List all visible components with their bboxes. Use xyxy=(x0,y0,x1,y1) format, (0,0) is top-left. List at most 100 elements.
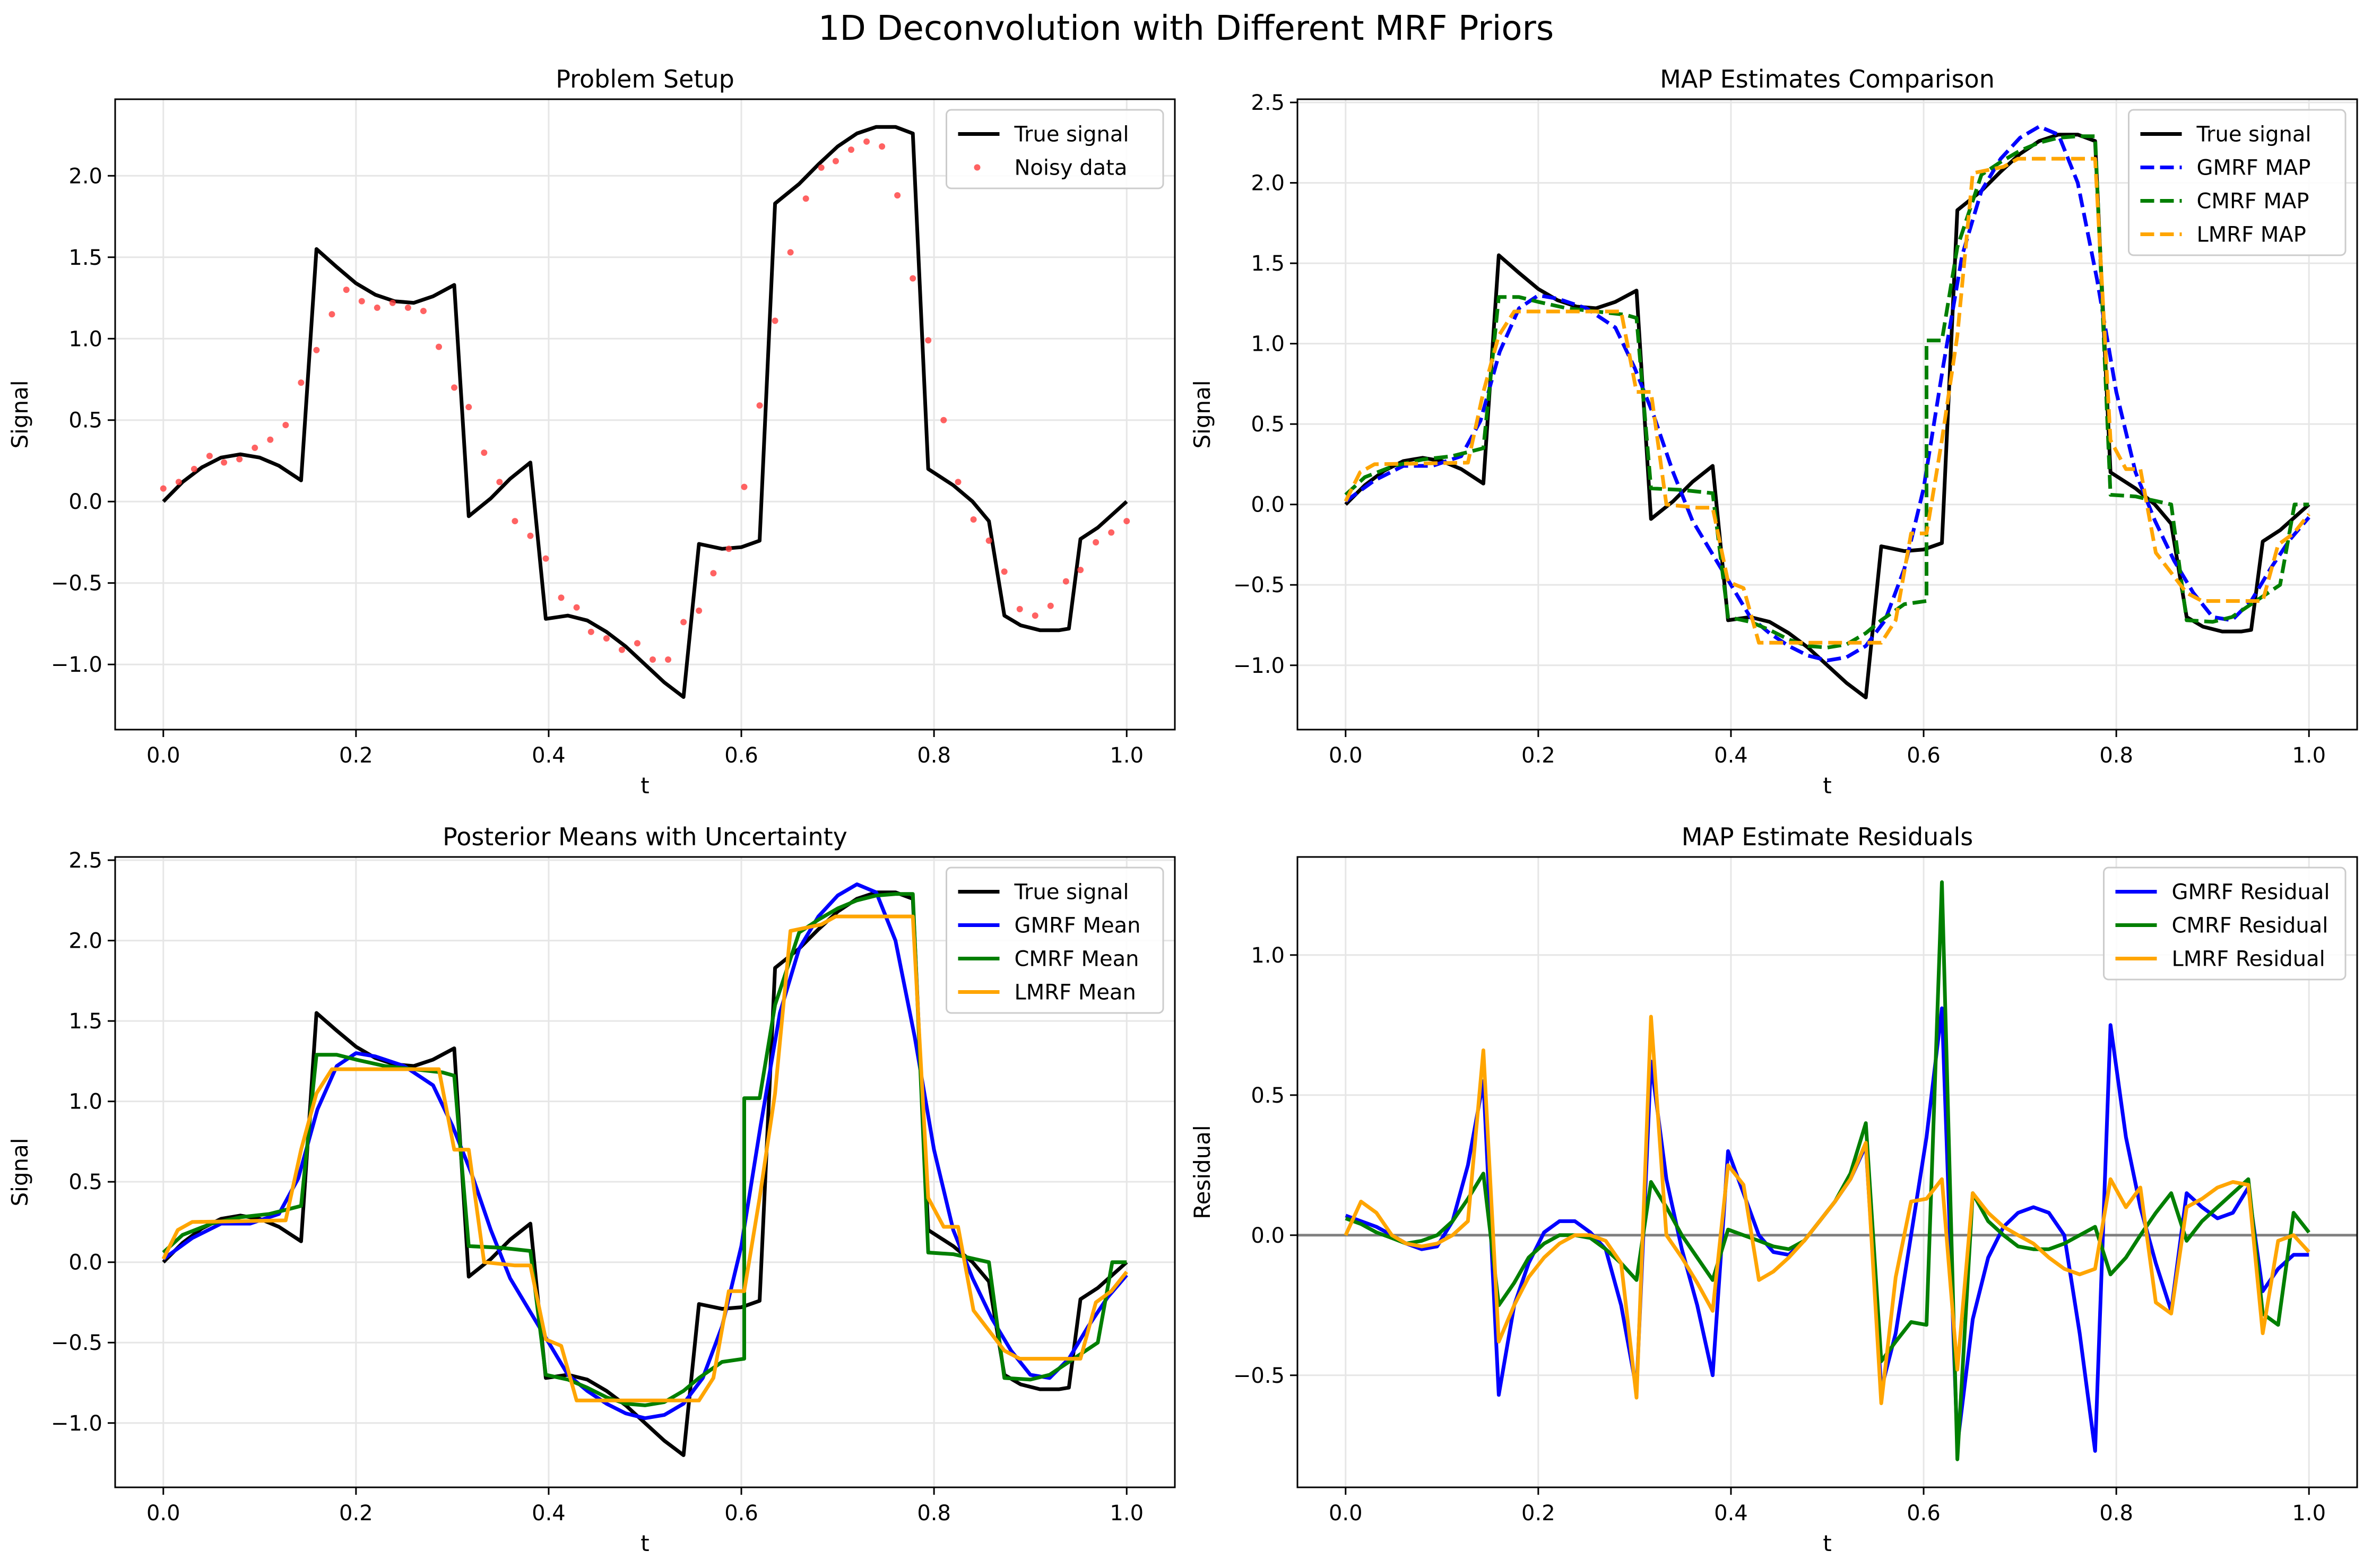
y-axis-label: Signal xyxy=(1189,380,1215,448)
data-point-noisy-data xyxy=(680,619,687,626)
x-tick-label: 0.4 xyxy=(1714,1501,1748,1526)
y-tick-label: −1.0 xyxy=(51,653,102,677)
series-line-true-signal xyxy=(1344,133,2310,699)
data-point-noisy-data xyxy=(481,449,488,456)
x-tick-label: 0.4 xyxy=(1714,743,1748,768)
series-group xyxy=(1344,880,2310,1461)
data-point-noisy-data xyxy=(832,158,839,164)
legend: True signal GMRF Mean CMRF Mean LMRF Mean xyxy=(946,867,1164,1014)
x-tick-label: 0.2 xyxy=(1521,743,1555,768)
data-point-noisy-data xyxy=(160,485,167,492)
data-point-noisy-data xyxy=(696,607,703,614)
y-tick-label: 0.0 xyxy=(1251,493,1285,517)
x-axis-label: t xyxy=(1823,773,1831,799)
data-point-noisy-data xyxy=(1062,578,1069,585)
data-point-noisy-data xyxy=(343,287,350,293)
legend-label: CMRF MAP xyxy=(2197,189,2309,214)
x-tick-label: 0.8 xyxy=(917,1501,951,1526)
x-tick-label: 1.0 xyxy=(2292,1501,2326,1526)
data-point-noisy-data xyxy=(634,640,640,647)
data-point-noisy-data xyxy=(374,304,380,311)
series-line-gmrf-mean xyxy=(162,882,1128,1420)
data-point-noisy-data xyxy=(955,479,962,486)
series-line-lmrf-residual xyxy=(1344,1015,2310,1406)
y-tick-label: −1.0 xyxy=(1233,654,1285,678)
x-axis-label: t xyxy=(640,1530,649,1556)
x-tick-label: 0.6 xyxy=(724,743,758,768)
x-tick-label: 0.6 xyxy=(1907,743,1941,768)
series-group xyxy=(1344,125,2310,699)
x-tick-label: 0.2 xyxy=(1521,1501,1555,1526)
y-tick-label: −0.5 xyxy=(1233,573,1285,597)
data-point-noisy-data xyxy=(420,308,427,315)
y-tick-label: 2.0 xyxy=(68,929,102,954)
legend-box xyxy=(946,109,1164,189)
x-tick-label: 0.2 xyxy=(339,1501,373,1526)
figure-title: 1D Deconvolution with Different MRF Prio… xyxy=(818,9,1554,48)
data-point-noisy-data xyxy=(1032,612,1038,619)
data-point-noisy-data xyxy=(787,249,794,256)
legend: True signal Noisy data xyxy=(946,109,1164,189)
data-point-noisy-data xyxy=(863,138,870,145)
y-axis-label: Signal xyxy=(7,380,33,448)
legend-label: True signal xyxy=(2196,123,2312,147)
x-tick-label: 1.0 xyxy=(2292,743,2326,768)
x-tick-label: 0.2 xyxy=(339,743,373,768)
legend-box xyxy=(946,867,1164,1014)
x-tick-label: 0.6 xyxy=(1907,1501,1941,1526)
y-tick-label: 2.5 xyxy=(68,848,102,873)
data-point-noisy-data xyxy=(1123,518,1130,525)
data-point-noisy-data xyxy=(451,384,458,391)
plots-group: Problem Setup 0.0 0.2 0.4 0.6 0.8 1.0 −1.0 −0.5 0… xyxy=(7,65,2358,1556)
x-axis-label: t xyxy=(1823,1530,1831,1556)
data-point-noisy-data xyxy=(496,479,503,486)
data-point-noisy-data xyxy=(879,143,886,150)
y-tick-label: 1.5 xyxy=(1251,252,1285,276)
x-tick-label: 0.8 xyxy=(2099,1501,2133,1526)
data-point-noisy-data xyxy=(772,317,778,324)
data-point-noisy-data xyxy=(389,299,396,306)
data-point-noisy-data xyxy=(925,337,932,344)
y-tick-label: 0.5 xyxy=(68,409,102,433)
data-point-noisy-data xyxy=(741,483,748,490)
legend-label: GMRF Residual xyxy=(2172,880,2330,905)
data-point-noisy-data xyxy=(435,343,442,350)
subplot-title: Problem Setup xyxy=(556,65,734,93)
x-tick-label: 1.0 xyxy=(1110,743,1144,768)
data-point-noisy-data xyxy=(665,656,672,663)
y-tick-label: 0.5 xyxy=(1251,412,1285,437)
legend: GMRF Residual CMRF Residual LMRF Residual xyxy=(2103,867,2347,981)
series-line-true-signal xyxy=(162,125,1128,699)
series-group xyxy=(160,125,1130,699)
data-point-noisy-data xyxy=(313,346,320,353)
x-tick-label: 0.4 xyxy=(532,743,566,768)
data-point-noisy-data xyxy=(1108,529,1115,536)
data-point-noisy-data xyxy=(802,195,809,202)
x-tick-label: 0.6 xyxy=(724,1501,758,1526)
series-line-lmrf-mean xyxy=(161,914,1128,1402)
series-line-cmrf-mean xyxy=(162,892,1127,1407)
y-axis-label: Residual xyxy=(1189,1125,1215,1219)
y-tick-label: 0.5 xyxy=(1251,1084,1285,1108)
legend-label: LMRF Residual xyxy=(2172,947,2325,972)
series-line-cmrf-map xyxy=(1344,134,2309,649)
data-point-noisy-data xyxy=(910,275,916,282)
subplot-4: MAP Estimate Residuals 0.0 0.2 0.4 0.6 0.8 1.0… xyxy=(1189,822,2358,1556)
x-tick-label: 0.8 xyxy=(2099,743,2133,768)
x-tick-label: 0.0 xyxy=(146,1501,180,1526)
data-point-noisy-data xyxy=(558,594,565,601)
y-tick-label: 1.5 xyxy=(68,246,102,270)
data-point-noisy-data xyxy=(298,379,305,386)
legend-label: CMRF Mean xyxy=(1015,947,1139,972)
data-point-noisy-data xyxy=(175,479,182,486)
y-tick-label: 2.5 xyxy=(1251,91,1285,115)
x-tick-label: 1.0 xyxy=(1110,1501,1144,1526)
data-point-noisy-data xyxy=(206,453,213,460)
data-point-noisy-data xyxy=(756,402,763,409)
data-point-noisy-data xyxy=(894,192,901,199)
data-point-noisy-data xyxy=(1047,602,1054,609)
data-point-noisy-data xyxy=(191,465,197,472)
y-tick-label: 1.0 xyxy=(68,327,102,351)
legend-label: GMRF MAP xyxy=(2197,156,2311,180)
y-tick-label: −0.5 xyxy=(51,1331,102,1355)
